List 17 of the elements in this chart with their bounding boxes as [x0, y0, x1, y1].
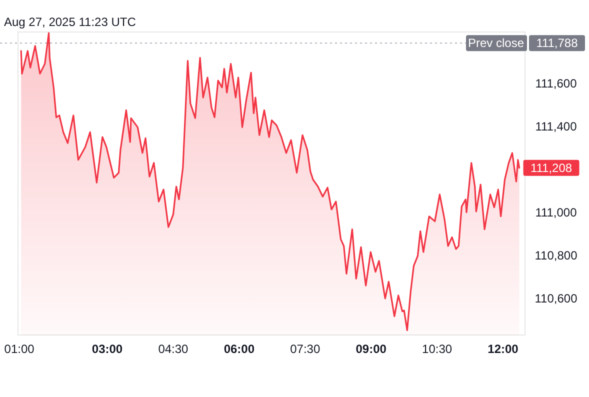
y-tick-label: 111,000	[535, 206, 578, 220]
x-tick-label: 06:00	[224, 342, 255, 356]
y-tick-label: 111,400	[535, 120, 578, 134]
x-tick-label: 12:00	[488, 342, 519, 356]
y-tick-label: 111,600	[535, 76, 578, 91]
ref-line-label: Prev close	[468, 36, 524, 50]
y-tick-label: 110,600	[534, 291, 578, 306]
x-tick-label: 10:30	[422, 342, 452, 356]
x-tick-label: 09:00	[356, 342, 387, 356]
x-tick-label: 07:30	[290, 342, 320, 356]
annotation: 111,788	[536, 36, 578, 50]
x-tick-label: 03:00	[92, 342, 123, 356]
text: Aug 27, 2025 11:23 UTC	[4, 15, 136, 29]
x-tick-label: 01:00	[4, 342, 35, 356]
y-tick-label: 110,800	[534, 248, 578, 262]
x-tick-label: 04:30	[158, 342, 189, 356]
annotation: 111,208	[530, 160, 572, 175]
